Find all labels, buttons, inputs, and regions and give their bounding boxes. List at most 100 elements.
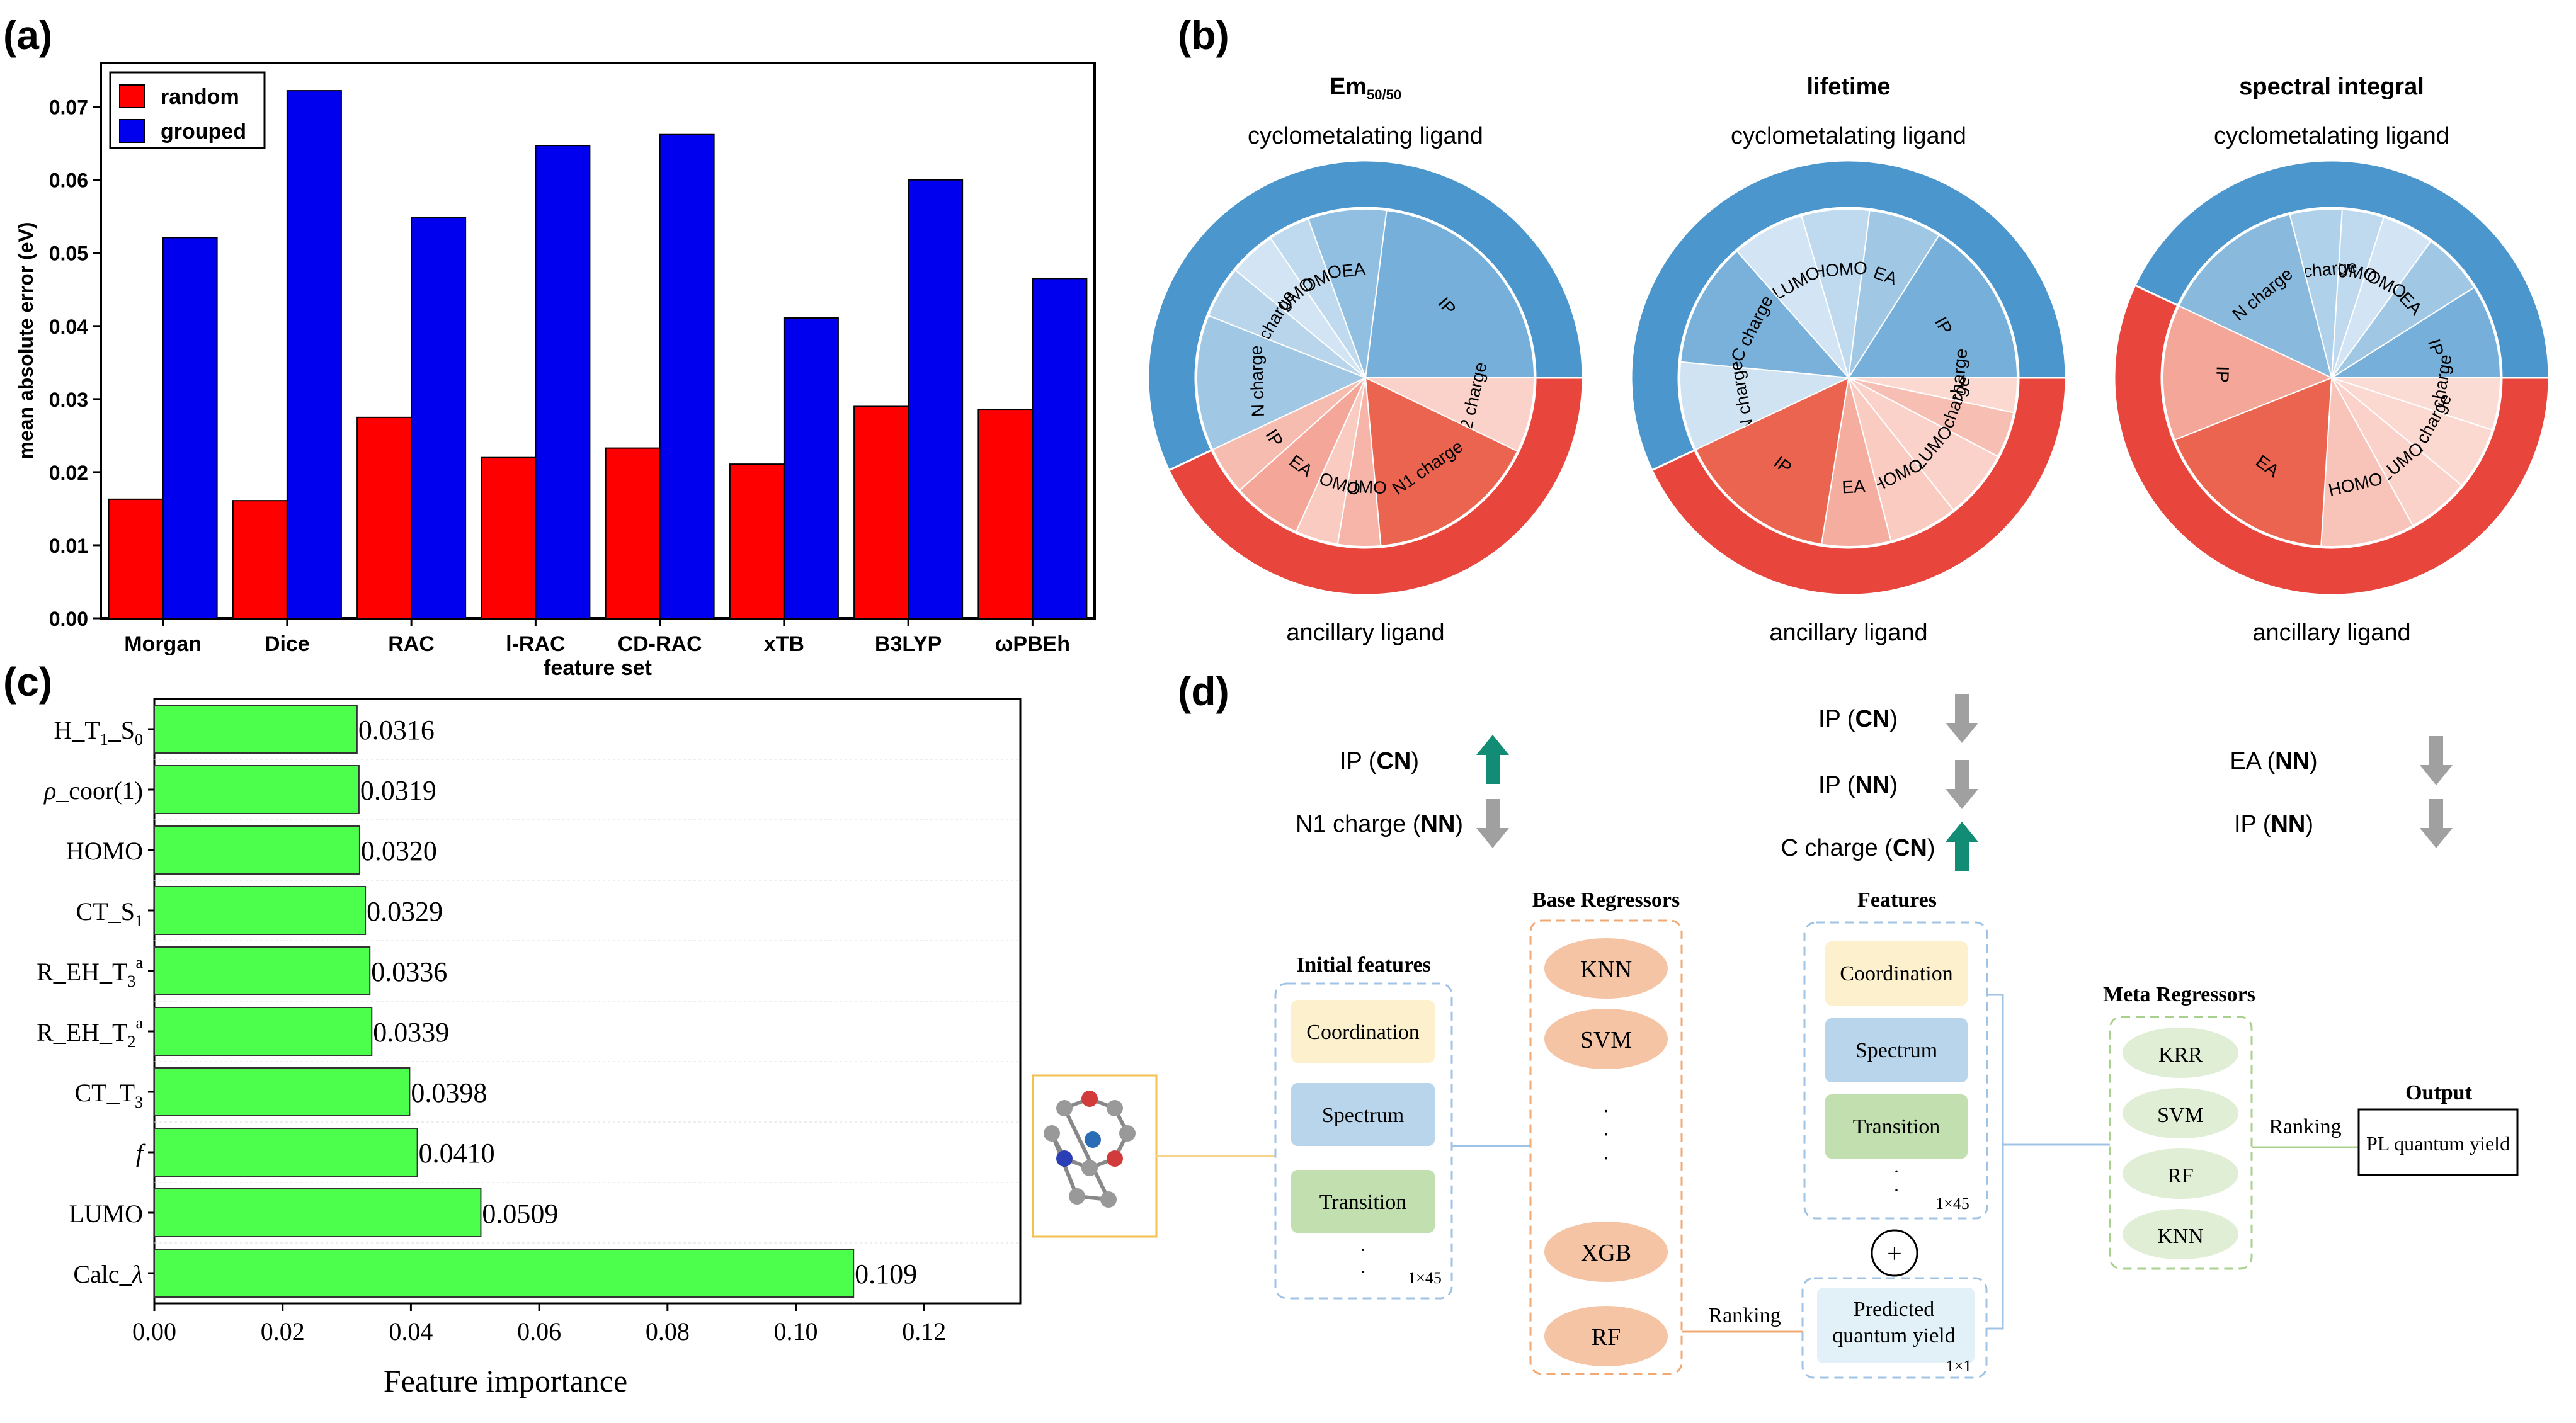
ellipsis: · xyxy=(1603,1099,1610,1122)
y-tick-label: 0.03 xyxy=(49,388,88,411)
slice-cyclo xyxy=(2178,213,2333,379)
pie-title: spectral integral xyxy=(2239,74,2424,100)
y-tick-label: 0.05 xyxy=(49,242,88,265)
panel-label-b: (b) xyxy=(1178,13,1229,58)
x-tick-label: Morgan xyxy=(124,632,202,656)
bar-random xyxy=(108,498,164,620)
plus-sign: + xyxy=(1887,1240,1902,1269)
category-label: CT_S1 xyxy=(76,897,143,930)
bar-grouped xyxy=(659,133,715,620)
y-tick-label: 0.07 xyxy=(49,96,88,119)
initial-dim: 1×45 xyxy=(1408,1269,1442,1287)
feature-bar xyxy=(154,825,360,875)
plus-circle xyxy=(1871,1229,1918,1277)
bar-grouped xyxy=(535,145,591,620)
category-label: H_T1_S0 xyxy=(54,716,143,749)
bar-grouped xyxy=(1032,278,1088,619)
output-box xyxy=(2357,1108,2519,1176)
meta-regressor-label: RF xyxy=(2167,1164,2194,1188)
ancillary-label: ancillary ligand xyxy=(2252,620,2410,646)
base-regressor-label: XGB xyxy=(1581,1240,1631,1266)
predicted-label: quantum yield xyxy=(1832,1324,1955,1347)
slice-ancillary xyxy=(2174,377,2333,547)
category-label: LUMO xyxy=(69,1199,143,1228)
molecule-atom xyxy=(1119,1125,1136,1142)
value-label: 0.0336 xyxy=(371,956,447,987)
panel-d-workflow: IP (CN) N1 charge (NN) IP (CN) IP (NN) C cha… xyxy=(1032,694,2519,1379)
x-tick-label: RAC xyxy=(388,632,435,656)
x-tick-label: 0.00 xyxy=(132,1317,176,1346)
ellipsis: · xyxy=(1893,1161,1900,1182)
panel-label-d: (d) xyxy=(1178,669,1229,714)
slice-ancillary xyxy=(1848,377,1999,511)
features-label: Transition xyxy=(1853,1115,1941,1138)
slice-cyclo xyxy=(1364,209,1536,378)
category-label: R_EH_T2a xyxy=(37,1014,143,1051)
ring-cyclometalating xyxy=(2133,159,2550,379)
meta-regressor-item xyxy=(2123,1028,2238,1078)
molecule-atom xyxy=(1100,1191,1117,1208)
panel-label-c: (c) xyxy=(3,659,52,705)
slice-label: HOMO xyxy=(1812,258,1868,281)
trend-label: IP (NN) xyxy=(2234,811,2313,837)
slice-ancillary xyxy=(1848,377,1954,542)
bar-random xyxy=(729,463,785,620)
initial-feature-item xyxy=(1291,1083,1435,1146)
base-regressor-item xyxy=(1544,1306,1668,1366)
value-label: 0.0329 xyxy=(367,896,443,927)
plot-frame xyxy=(100,62,1096,620)
base-regressor-label: SVM xyxy=(1580,1027,1632,1053)
bar-random xyxy=(853,405,909,620)
slice-ancillary xyxy=(2162,305,2334,441)
value-label: 0.0339 xyxy=(373,1017,449,1048)
ring-ancillary xyxy=(2113,284,2550,596)
predicted-box xyxy=(1801,1277,1988,1379)
slice-label: N charge xyxy=(1246,345,1268,417)
base-regressors-title: Base Regressors xyxy=(1532,888,1680,912)
initial-features-box xyxy=(1274,982,1453,1300)
value-label: 0.0410 xyxy=(419,1138,495,1169)
bar-random xyxy=(977,409,1034,619)
up-arrow-icon xyxy=(1946,822,1978,871)
predicted-item xyxy=(1817,1288,1975,1363)
trend-label: IP (NN) xyxy=(1818,772,1898,798)
meta-regressors-box xyxy=(2109,1016,2253,1270)
ring-ancillary xyxy=(1650,377,2067,596)
slice-ancillary xyxy=(1695,377,1850,545)
y-axis-label: mean absolute error (eV) xyxy=(14,222,37,460)
y-tick-label: 0.01 xyxy=(49,535,88,557)
pie-title-subscript: 50/50 xyxy=(1367,87,1401,103)
base-regressor-label: KNN xyxy=(1580,956,1632,983)
value-label: 0.0398 xyxy=(411,1077,487,1108)
features-title: Features xyxy=(1857,888,1937,912)
ring-cyclometalating xyxy=(1630,159,2067,472)
initial-feature-item xyxy=(1291,1000,1435,1063)
cyclometalating-label: cyclometalating ligand xyxy=(1248,123,1483,149)
ellipsis: · xyxy=(1360,1240,1366,1261)
molecule-atom xyxy=(1107,1100,1123,1116)
ellipsis: · xyxy=(1360,1262,1366,1283)
legend-label-random: random xyxy=(161,85,239,109)
meta-regressor-item xyxy=(2123,1148,2238,1199)
ring-ancillary xyxy=(1167,377,1584,596)
legend-label-grouped: grouped xyxy=(161,120,246,144)
pie-chart-2: spectral integral cyclometalating ligand a… xyxy=(2113,74,2550,646)
meta-regressor-label: KRR xyxy=(2158,1043,2203,1067)
slice-ancillary xyxy=(1365,377,1536,452)
slice-cyclo xyxy=(1307,208,1388,378)
slice-ancillary xyxy=(1238,377,1366,533)
molecule-atom xyxy=(1081,1091,1098,1107)
x-tick-label: 0.04 xyxy=(389,1317,433,1346)
pie-chart-1: lifetime cyclometalating ligand ancillary … xyxy=(1630,74,2067,646)
x-tick-label: xTB xyxy=(764,632,804,656)
y-tick-label: 0.06 xyxy=(49,169,88,192)
down-arrow-icon xyxy=(2420,736,2453,785)
ellipsis: · xyxy=(1893,1180,1900,1201)
ranking-label-2: Ranking xyxy=(2269,1115,2341,1138)
x-tick-label: 0.10 xyxy=(774,1317,818,1346)
slice-cyclo xyxy=(1679,361,1851,451)
slice-ancillary xyxy=(1820,377,1892,547)
molecule-atom xyxy=(1056,1100,1073,1116)
up-arrow-icon xyxy=(1476,735,1509,784)
predicted-dim: 1×1 xyxy=(1946,1357,1972,1375)
